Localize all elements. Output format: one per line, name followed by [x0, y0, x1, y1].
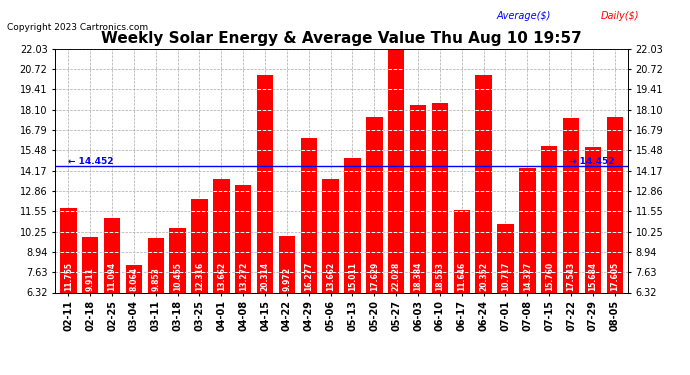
Bar: [453, 210, 470, 292]
Bar: [432, 103, 448, 292]
Bar: [170, 228, 186, 292]
Text: 17.605: 17.605: [610, 262, 620, 291]
Bar: [519, 168, 535, 292]
Bar: [148, 238, 164, 292]
Text: Daily($): Daily($): [600, 11, 639, 21]
Bar: [82, 237, 99, 292]
Bar: [541, 146, 558, 292]
Bar: [213, 178, 230, 292]
Text: 10.455: 10.455: [173, 262, 182, 291]
Text: 11.755: 11.755: [63, 262, 73, 291]
Bar: [60, 208, 77, 292]
Bar: [410, 105, 426, 292]
Text: 13.662: 13.662: [217, 262, 226, 291]
Bar: [191, 200, 208, 292]
Bar: [126, 266, 142, 292]
Bar: [279, 236, 295, 292]
Bar: [235, 184, 251, 292]
Text: 18.384: 18.384: [413, 262, 422, 291]
Text: Copyright 2023 Cartronics.com: Copyright 2023 Cartronics.com: [7, 22, 148, 32]
Text: ← 14.452: ← 14.452: [68, 158, 114, 166]
Text: 13.272: 13.272: [239, 262, 248, 291]
Bar: [475, 75, 492, 292]
Text: 16.277: 16.277: [304, 262, 313, 291]
Text: 11.094: 11.094: [108, 262, 117, 291]
Text: 15.011: 15.011: [348, 262, 357, 291]
Text: 9.911: 9.911: [86, 267, 95, 291]
Text: 10.717: 10.717: [501, 262, 510, 291]
Text: 9.972: 9.972: [282, 267, 291, 291]
Text: 17.629: 17.629: [370, 262, 379, 291]
Text: 9.853: 9.853: [151, 267, 160, 291]
Bar: [563, 118, 580, 292]
Text: 12.316: 12.316: [195, 262, 204, 291]
Bar: [388, 49, 404, 292]
Text: Average($): Average($): [497, 11, 551, 21]
Title: Weekly Solar Energy & Average Value Thu Aug 10 19:57: Weekly Solar Energy & Average Value Thu …: [101, 31, 582, 46]
Bar: [257, 75, 273, 292]
Bar: [497, 224, 513, 292]
Bar: [366, 117, 382, 292]
Text: 22.028: 22.028: [392, 262, 401, 291]
Text: 20.352: 20.352: [479, 262, 488, 291]
Text: → 14.452: → 14.452: [569, 158, 615, 166]
Text: 18.553: 18.553: [435, 262, 444, 291]
Text: 15.684: 15.684: [589, 262, 598, 291]
Text: 15.760: 15.760: [544, 262, 553, 291]
Bar: [607, 117, 623, 292]
Text: 20.314: 20.314: [261, 262, 270, 291]
Bar: [104, 218, 120, 292]
Text: 14.327: 14.327: [523, 262, 532, 291]
Bar: [301, 138, 317, 292]
Text: 13.662: 13.662: [326, 262, 335, 291]
Text: 8.064: 8.064: [130, 267, 139, 291]
Bar: [322, 178, 339, 292]
Bar: [584, 147, 601, 292]
Text: 11.646: 11.646: [457, 262, 466, 291]
Bar: [344, 158, 361, 292]
Text: 17.543: 17.543: [566, 262, 575, 291]
